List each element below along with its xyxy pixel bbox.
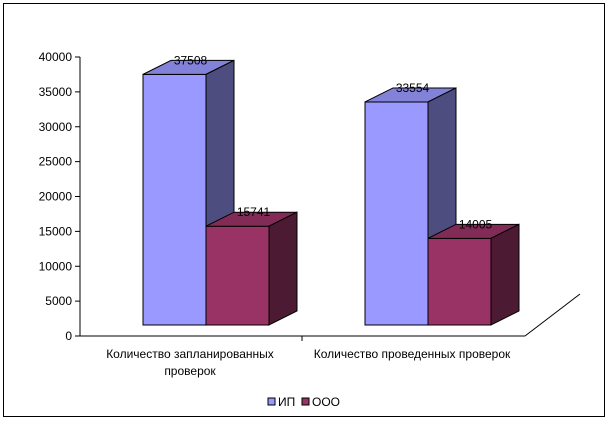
- legend-swatch: [267, 397, 276, 406]
- x-tick-label: Количество запланированных: [106, 347, 274, 361]
- x-tick-label: Количество проведенных проверок: [314, 347, 511, 361]
- y-tick-label: 20000: [39, 190, 73, 204]
- data-label: 37508: [174, 53, 208, 67]
- y-tick-label: 15000: [39, 224, 73, 238]
- chart-frame: 0 5000 10000 15000 20000 25000 30000 35000 40000…: [3, 3, 605, 417]
- y-tick-label: 25000: [39, 155, 73, 169]
- legend-swatch: [301, 397, 310, 406]
- bar-front: [427, 237, 492, 326]
- legend-label: ИП: [278, 395, 295, 409]
- y-tick-label: 35000: [39, 85, 73, 99]
- y-tick-label: 5000: [45, 294, 72, 308]
- y-tick-label: 10000: [39, 259, 73, 273]
- y-tick-label: 0: [65, 329, 72, 343]
- bar-front: [364, 101, 429, 326]
- data-label: 15741: [237, 205, 271, 219]
- bar-side: [490, 223, 520, 326]
- data-label: 33554: [396, 81, 430, 95]
- bar-side: [268, 211, 298, 326]
- legend-label: ООО: [312, 395, 340, 409]
- y-tick-label: 30000: [39, 120, 73, 134]
- floor-edge-line: [524, 293, 581, 337]
- data-label: 14005: [459, 217, 493, 231]
- x-tick-label: проверок: [164, 364, 216, 378]
- bar-chart: 0 5000 10000 15000 20000 25000 30000 35000 40000…: [39, 50, 581, 409]
- y-tick-label: 40000: [39, 50, 73, 64]
- bar-front: [205, 225, 270, 326]
- bar-front: [142, 73, 207, 326]
